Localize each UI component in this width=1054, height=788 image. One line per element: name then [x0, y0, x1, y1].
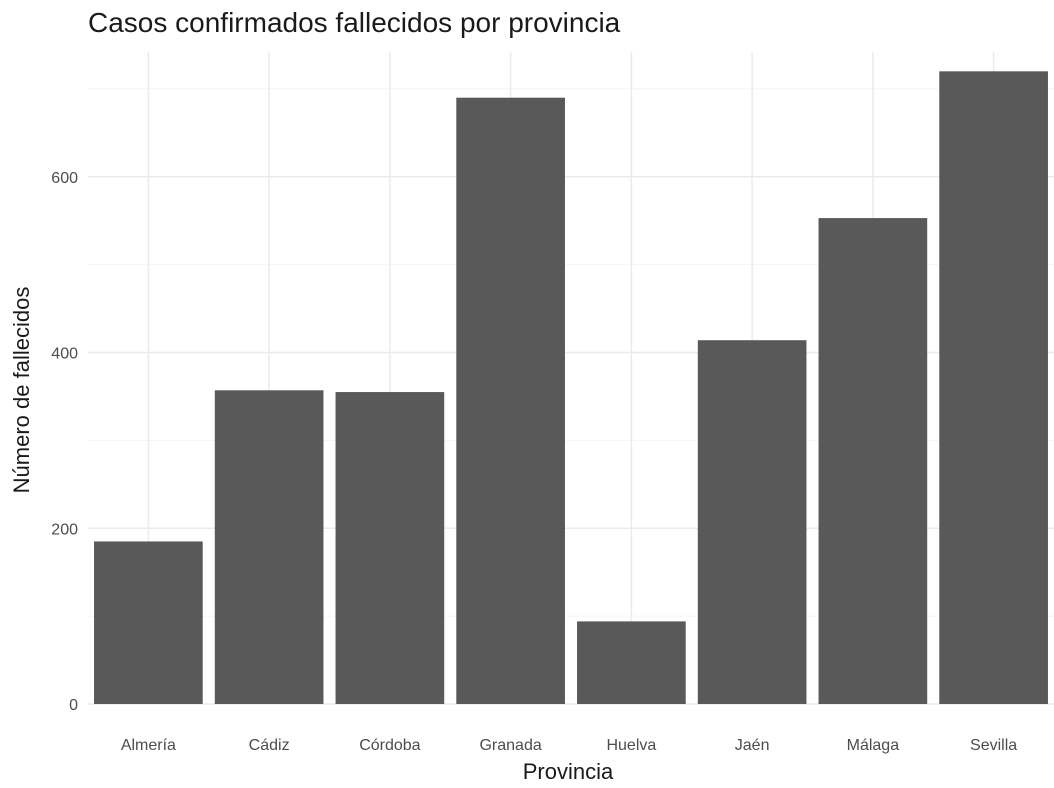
bar-sevilla: [939, 71, 1048, 704]
y-tick-label: 0: [69, 697, 78, 714]
x-tick-label: Huelva: [606, 737, 656, 754]
x-tick-label: Málaga: [847, 737, 900, 754]
x-tick-label: Córdoba: [359, 737, 420, 754]
x-axis-tick-labels: Almería Cádiz Córdoba Granada Huelva Jaén Mála…: [121, 737, 1017, 754]
bar-córdoba: [336, 392, 445, 704]
bar-cádiz: [215, 390, 324, 704]
bar-almería: [94, 541, 203, 704]
bar-málaga: [819, 218, 928, 704]
bar-granada: [456, 98, 565, 704]
y-tick-label: 600: [51, 170, 78, 187]
x-tick-label: Sevilla: [970, 737, 1017, 754]
bars: [94, 71, 1048, 704]
x-tick-label: Almería: [121, 737, 176, 754]
y-tick-label: 200: [51, 521, 78, 538]
x-axis-title: Provincia: [523, 759, 614, 783]
y-axis-tick-labels: 0 200 400 600: [51, 170, 78, 714]
bar-huelva: [577, 621, 686, 704]
y-axis-title: Número de fallecidos: [9, 287, 34, 494]
x-tick-label: Granada: [479, 737, 541, 754]
y-tick-label: 400: [51, 346, 78, 363]
chart-title: Casos confirmados fallecidos por provinc…: [88, 7, 621, 38]
x-tick-label: Cádiz: [249, 737, 290, 754]
x-tick-label: Jaén: [735, 737, 770, 754]
bar-jaén: [698, 340, 807, 704]
